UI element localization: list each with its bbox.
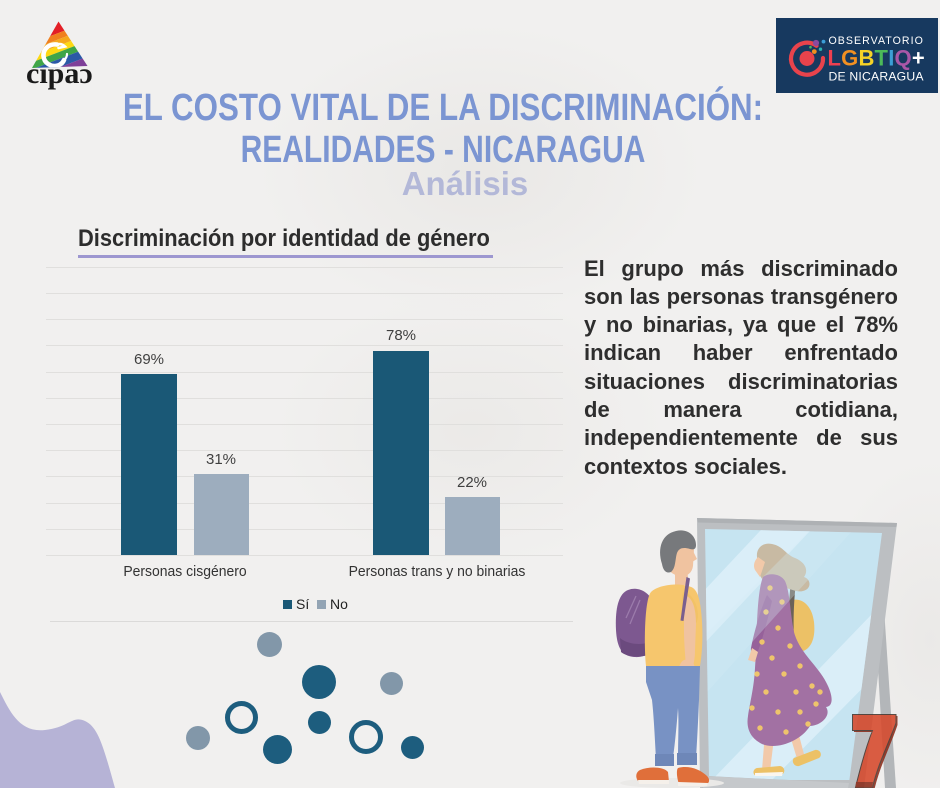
svg-text:OBSERVATORIO: OBSERVATORIO bbox=[829, 35, 924, 47]
svg-text:LGBTIQ+: LGBTIQ+ bbox=[828, 46, 925, 71]
svg-text:DE NICARAGUA: DE NICARAGUA bbox=[829, 70, 925, 84]
